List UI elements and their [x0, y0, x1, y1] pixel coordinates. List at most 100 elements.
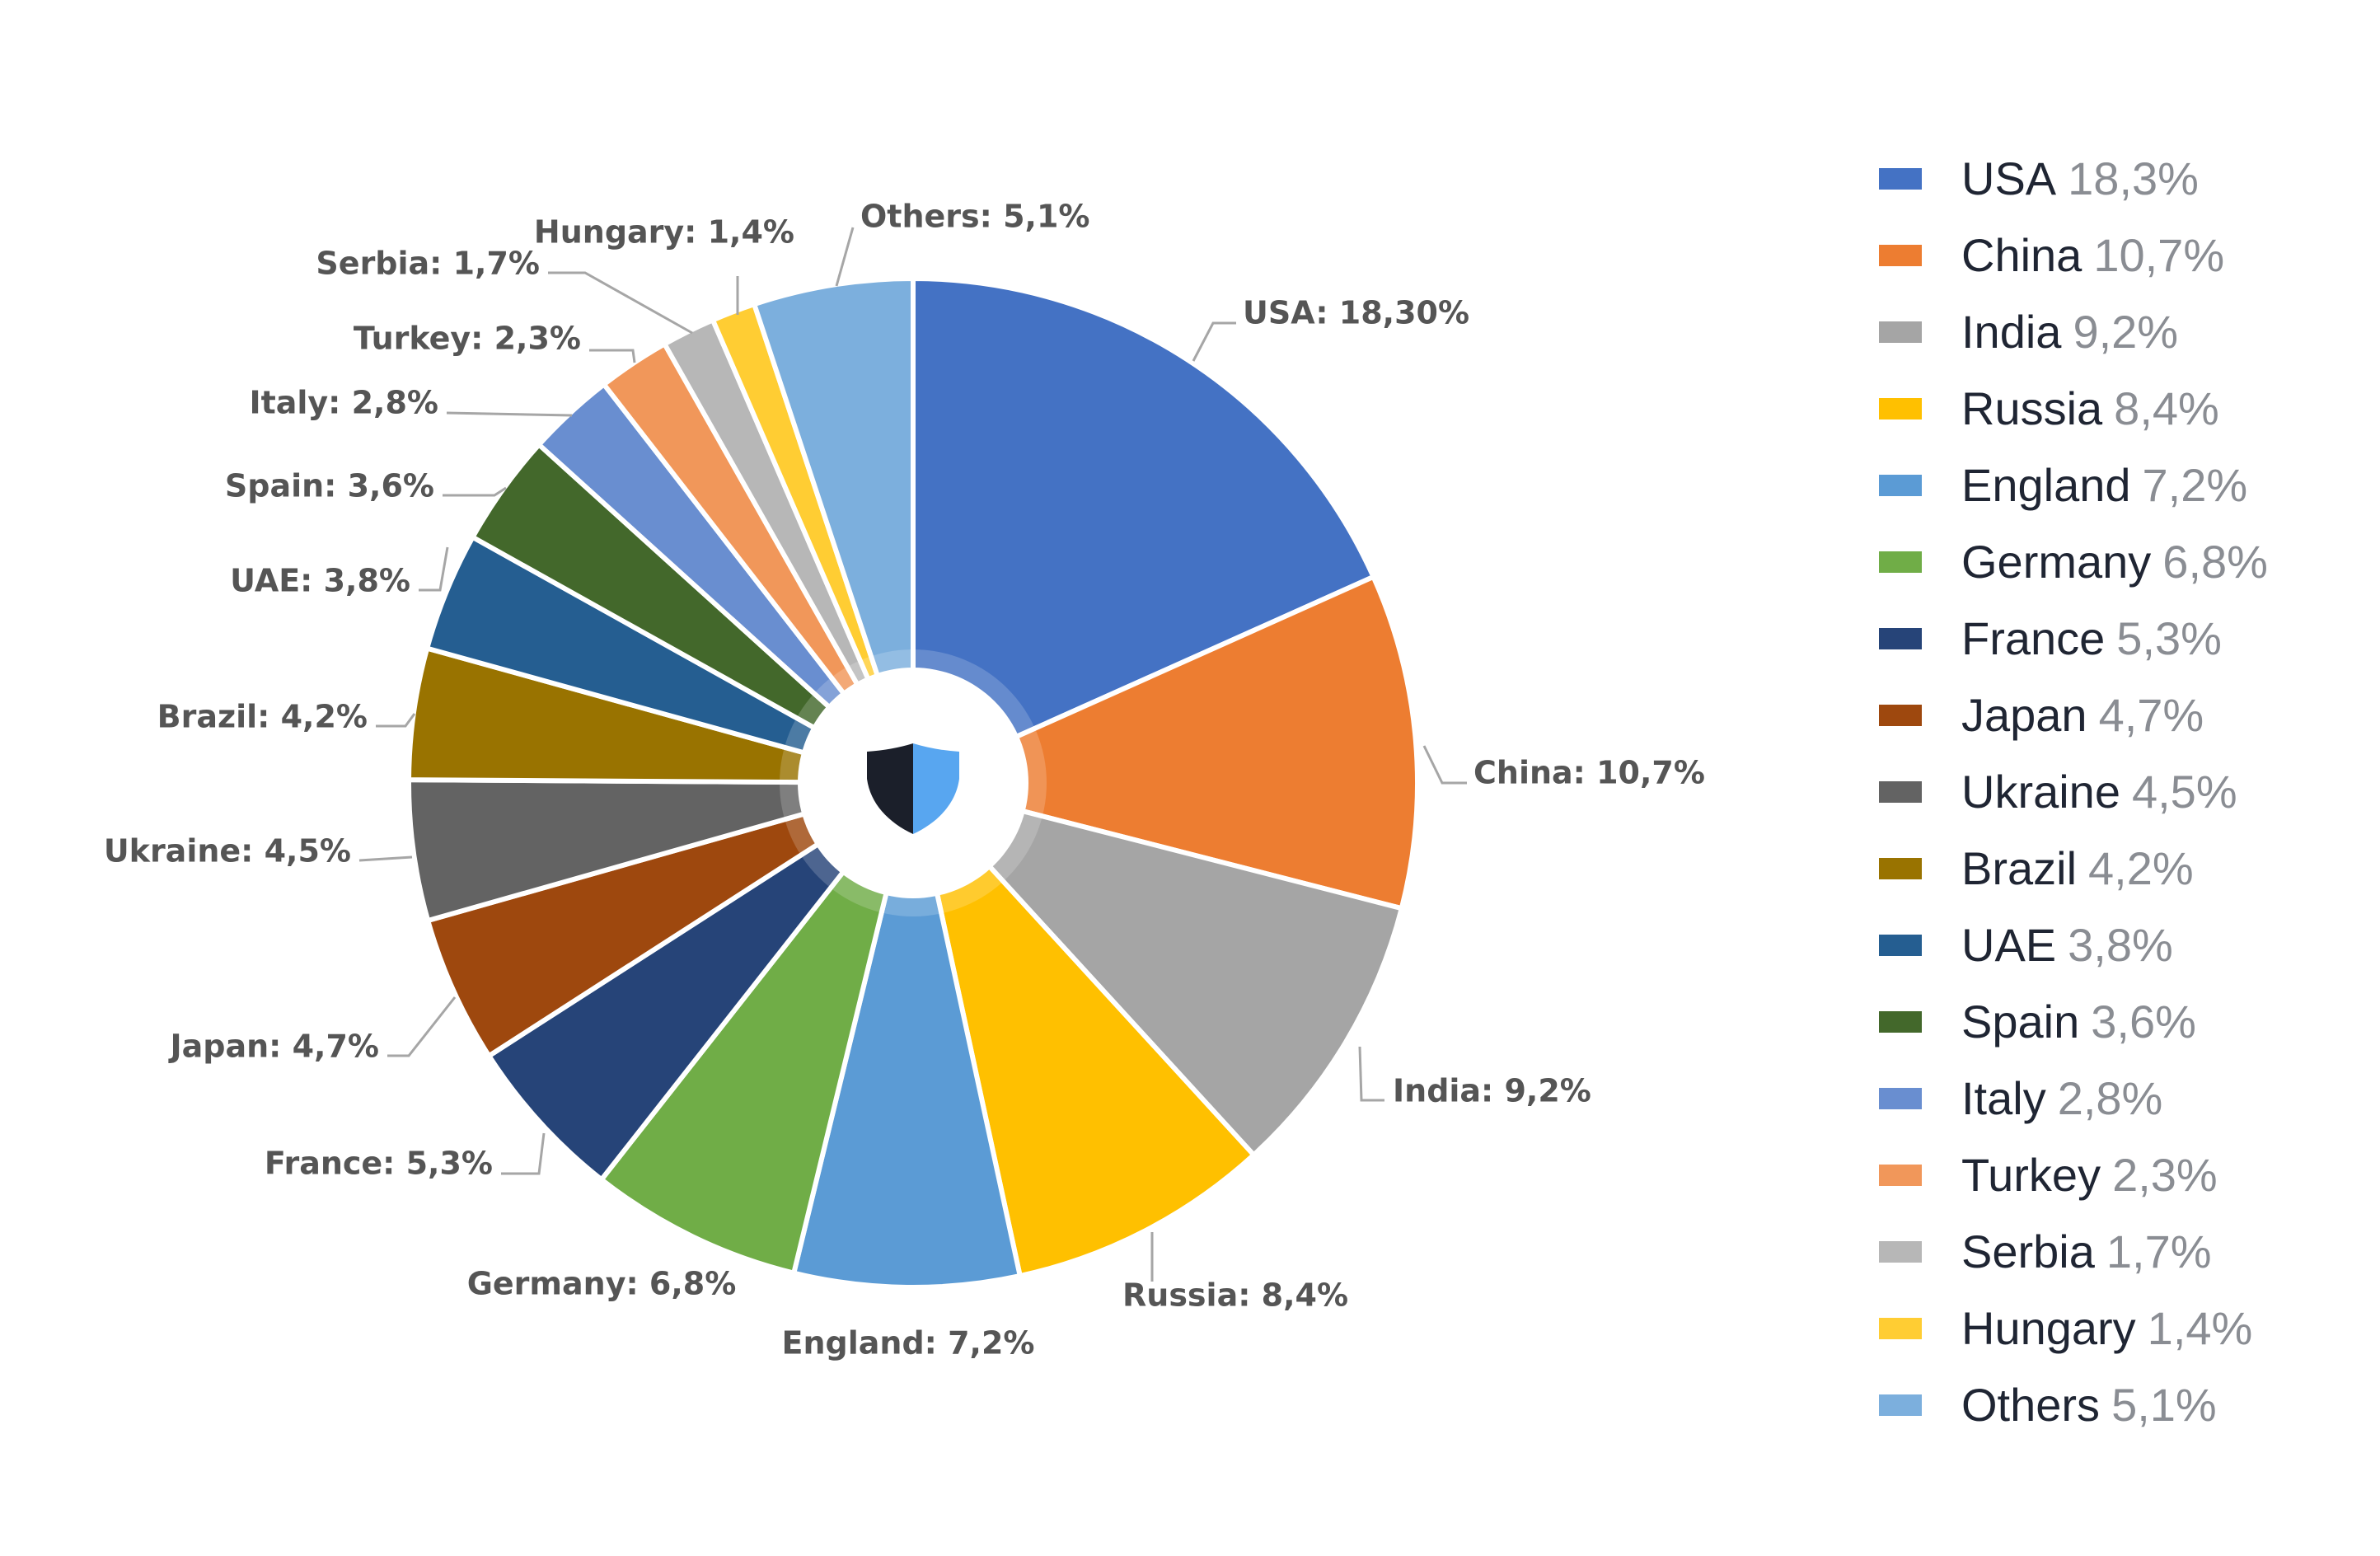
legend-value: 2,3% — [2112, 1149, 2218, 1201]
legend-label: England — [1961, 459, 2131, 511]
legend-label: Italy — [1961, 1072, 2046, 1124]
legend-value: 4,2% — [2088, 842, 2194, 894]
data-label-china: China: 10,7% — [1473, 755, 1705, 791]
data-label-uae: UAE: 3,8% — [230, 563, 410, 599]
legend-swatch — [1879, 704, 1922, 726]
leader-line-italy — [446, 411, 573, 417]
slice-germany — [598, 780, 916, 1276]
chart-slices — [406, 276, 1420, 1290]
leader-line-china — [1422, 745, 1467, 785]
legend-label: Turkey — [1961, 1149, 2101, 1201]
legend-item-england: England 7,2% — [1879, 447, 2340, 523]
data-label-japan: Japan: 4,7% — [168, 1029, 380, 1065]
legend-item-china: China 10,7% — [1879, 217, 2340, 293]
leader-line-ukraine — [358, 855, 413, 862]
legend-swatch — [1879, 1317, 1922, 1339]
data-label-germany: Germany: 6,8% — [467, 1266, 737, 1302]
legend-value: 4,5% — [2131, 766, 2237, 818]
legend-swatch — [1879, 857, 1922, 879]
legend-item-germany: Germany 6,8% — [1879, 523, 2340, 600]
data-label-france: France: 5,3% — [265, 1146, 493, 1182]
legend-swatch — [1879, 1010, 1922, 1033]
data-label-serbia: Serbia: 1,7% — [316, 246, 540, 282]
legend-item-ukraine: Ukraine 4,5% — [1879, 753, 2340, 830]
legend-value: 2,8% — [2057, 1072, 2163, 1124]
legend-item-spain: Spain 3,6% — [1879, 983, 2340, 1060]
data-label-hungary: Hungary: 1,4% — [534, 214, 794, 251]
slice-others — [752, 276, 916, 785]
legend-value: 3,8% — [2068, 919, 2173, 971]
chart-legend: USA 18,3% China 10,7% India 9,2% Russia 8,4% Eng… — [1879, 140, 2340, 1443]
legend-swatch — [1879, 934, 1922, 956]
legend-swatch — [1879, 627, 1922, 649]
legend-item-serbia: Serbia 1,7% — [1879, 1213, 2340, 1290]
data-label-brazil: Brazil: 4,2% — [157, 699, 368, 735]
legend-swatch — [1879, 321, 1922, 343]
slice-usa — [911, 276, 1376, 785]
legend-swatch — [1879, 474, 1922, 496]
legend-value: 1,4% — [2147, 1302, 2253, 1354]
legend-value: 10,7% — [2093, 229, 2225, 281]
data-label-ukraine: Ukraine: 4,5% — [104, 833, 351, 869]
data-label-england: England: 7,2% — [782, 1325, 1035, 1362]
legend-label: France — [1961, 612, 2106, 664]
leader-line-turkey — [589, 349, 636, 363]
leader-line-spain — [443, 486, 507, 497]
data-label-turkey: Turkey: 2,3% — [354, 321, 581, 357]
legend-item-russia: Russia 8,4% — [1879, 370, 2340, 447]
chart-center — [780, 649, 1047, 916]
leader-line-japan — [387, 996, 457, 1057]
legend-label: Others — [1961, 1379, 2101, 1431]
data-label-spain: Spain: 3,6% — [225, 468, 434, 504]
data-label-others: Others: 5,1% — [860, 199, 1089, 235]
legend-value: 18,3% — [2068, 152, 2199, 204]
legend-swatch — [1879, 1240, 1922, 1263]
legend-swatch — [1879, 244, 1922, 266]
data-label-italy: Italy: 2,8% — [249, 385, 438, 421]
slice-japan — [425, 780, 916, 1059]
slice-france — [486, 780, 916, 1183]
legend-item-japan: Japan 4,7% — [1879, 677, 2340, 753]
legend-item-turkey: Turkey 2,3% — [1879, 1137, 2340, 1213]
legend-label: Hungary — [1961, 1302, 2136, 1354]
legend-item-brazil: Brazil 4,2% — [1879, 830, 2340, 907]
legend-item-hungary: Hungary 1,4% — [1879, 1290, 2340, 1366]
legend-value: 3,6% — [2091, 996, 2196, 1047]
legend-item-others: Others 5,1% — [1879, 1366, 2340, 1443]
data-label-india: India: 9,2% — [1393, 1073, 1591, 1109]
leader-line-others — [835, 227, 855, 287]
slice-england — [791, 780, 1023, 1290]
slice-india — [911, 780, 1404, 1158]
shield-icon — [867, 743, 959, 834]
legend-label: Brazil — [1961, 842, 2078, 894]
legend-label: UAE — [1961, 919, 2057, 971]
leader-line-usa — [1192, 321, 1236, 362]
legend-label: India — [1961, 306, 2062, 358]
legend-value: 7,2% — [2142, 459, 2248, 511]
legend-value: 6,8% — [2162, 536, 2268, 588]
data-labels: USA: 18,30% China: 10,7% India: 9,2% Russia… — [104, 199, 1705, 1362]
data-label-usa: USA: 18,30% — [1243, 295, 1469, 331]
slice-ukraine — [406, 777, 916, 924]
legend-swatch — [1879, 1087, 1922, 1109]
legend-value: 8,4% — [2114, 382, 2219, 434]
legend-value: 4,7% — [2098, 689, 2204, 741]
legend-label: USA — [1961, 152, 2057, 204]
legend-label: Japan — [1961, 689, 2087, 741]
legend-swatch — [1879, 1164, 1922, 1186]
legend-swatch — [1879, 397, 1922, 419]
legend-value: 5,1% — [2111, 1379, 2217, 1431]
legend-item-france: France 5,3% — [1879, 600, 2340, 677]
legend-value: 9,2% — [2073, 306, 2179, 358]
legend-value: 1,7% — [2106, 1226, 2212, 1277]
slice-russia — [911, 780, 1257, 1279]
legend-item-uae: UAE 3,8% — [1879, 907, 2340, 983]
legend-item-india: India 9,2% — [1879, 293, 2340, 370]
leader-lines — [358, 227, 1467, 1282]
legend-swatch — [1879, 1394, 1922, 1416]
leader-line-india — [1358, 1046, 1384, 1102]
legend-label: China — [1961, 229, 2082, 281]
legend-swatch — [1879, 780, 1922, 803]
legend-swatch — [1879, 167, 1922, 190]
